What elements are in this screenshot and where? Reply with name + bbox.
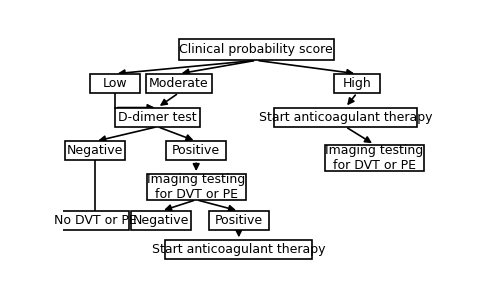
FancyBboxPatch shape [274, 107, 417, 127]
FancyBboxPatch shape [62, 211, 130, 230]
Text: Start anticoagulant therapy: Start anticoagulant therapy [152, 243, 326, 256]
FancyBboxPatch shape [179, 39, 334, 60]
Text: Moderate: Moderate [149, 77, 208, 90]
FancyBboxPatch shape [146, 74, 212, 93]
FancyBboxPatch shape [66, 141, 126, 160]
Text: Imaging testing
for DVT or PE: Imaging testing for DVT or PE [326, 144, 424, 172]
FancyBboxPatch shape [325, 145, 424, 171]
FancyBboxPatch shape [166, 141, 226, 160]
Text: No DVT or PE: No DVT or PE [54, 214, 137, 227]
FancyBboxPatch shape [165, 240, 312, 259]
Text: Low: Low [102, 77, 127, 90]
FancyBboxPatch shape [334, 74, 380, 93]
FancyBboxPatch shape [132, 211, 192, 230]
Text: Positive: Positive [215, 214, 263, 227]
Text: Clinical probability score: Clinical probability score [180, 43, 333, 56]
Text: High: High [342, 77, 372, 90]
Text: Positive: Positive [172, 144, 220, 157]
Text: Start anticoagulant therapy: Start anticoagulant therapy [258, 111, 432, 124]
FancyBboxPatch shape [115, 107, 200, 127]
Text: Negative: Negative [67, 144, 124, 157]
FancyBboxPatch shape [209, 211, 269, 230]
Text: Negative: Negative [133, 214, 190, 227]
Text: D-dimer test: D-dimer test [118, 111, 197, 124]
FancyBboxPatch shape [147, 174, 246, 200]
Text: Imaging testing
for DVT or PE: Imaging testing for DVT or PE [147, 173, 246, 201]
FancyBboxPatch shape [90, 74, 140, 93]
